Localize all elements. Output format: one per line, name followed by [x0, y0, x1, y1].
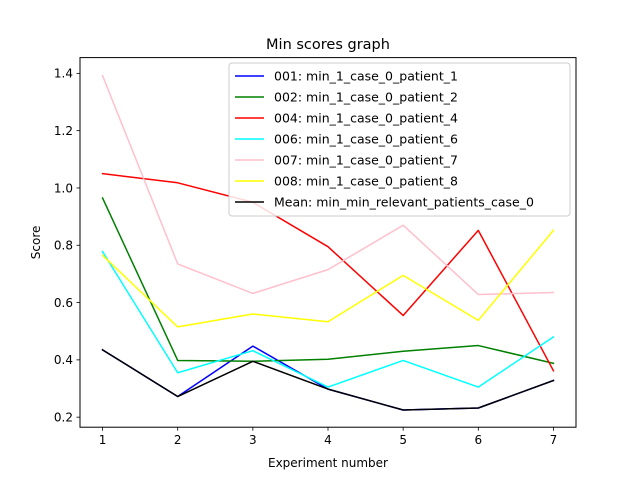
y-tick-label: 0.6 — [54, 296, 73, 310]
legend-label-5: 007: min_1_case_0_patient_7 — [274, 153, 458, 168]
y-tick-label: 0.8 — [54, 239, 73, 253]
x-tick-label: 4 — [324, 433, 332, 447]
x-tick-label: 6 — [474, 433, 482, 447]
y-tick-label: 1.4 — [54, 67, 73, 81]
x-tick-label: 3 — [249, 433, 257, 447]
x-tick-label: 5 — [399, 433, 407, 447]
y-tick-label: 1.0 — [54, 181, 73, 195]
chart-title: Min scores graph — [266, 37, 390, 53]
legend-label-1: 001: min_1_case_0_patient_1 — [274, 69, 458, 84]
series-lines — [101, 74, 555, 411]
y-axis-label: Score — [29, 226, 43, 260]
x-tick-label: 2 — [174, 433, 182, 447]
series-line-4 — [101, 250, 555, 388]
series-line-1 — [101, 345, 555, 411]
legend-label-3: 004: min_1_case_0_patient_4 — [274, 111, 458, 126]
legend-label-2: 002: min_1_case_0_patient_2 — [274, 90, 458, 105]
legend: 001: min_1_case_0_patient_1 002: min_1_ca… — [228, 62, 571, 217]
x-axis-ticks: 1 2 3 4 5 6 7 — [99, 427, 558, 447]
series-line-2 — [101, 196, 555, 365]
legend-box — [228, 62, 571, 217]
y-tick-label: 0.4 — [54, 353, 73, 367]
y-tick-label: 1.2 — [54, 124, 73, 138]
y-axis-ticks: 0.2 0.4 0.6 0.8 1.0 1.2 1.4 — [54, 67, 80, 424]
series-line-7 — [101, 348, 555, 411]
x-axis-label: Experiment number — [268, 456, 388, 470]
legend-label-7: Mean: min_min_relevant_patients_case_0 — [274, 195, 534, 210]
x-tick-label: 1 — [99, 433, 107, 447]
series-line-3 — [101, 172, 555, 372]
legend-label-6: 008: min_1_case_0_patient_8 — [274, 174, 458, 189]
y-tick-label: 0.2 — [54, 410, 73, 424]
series-line-5 — [101, 74, 555, 296]
x-tick-label: 7 — [550, 433, 558, 447]
legend-label-4: 006: min_1_case_0_patient_6 — [274, 132, 458, 147]
series-line-6 — [101, 229, 555, 328]
